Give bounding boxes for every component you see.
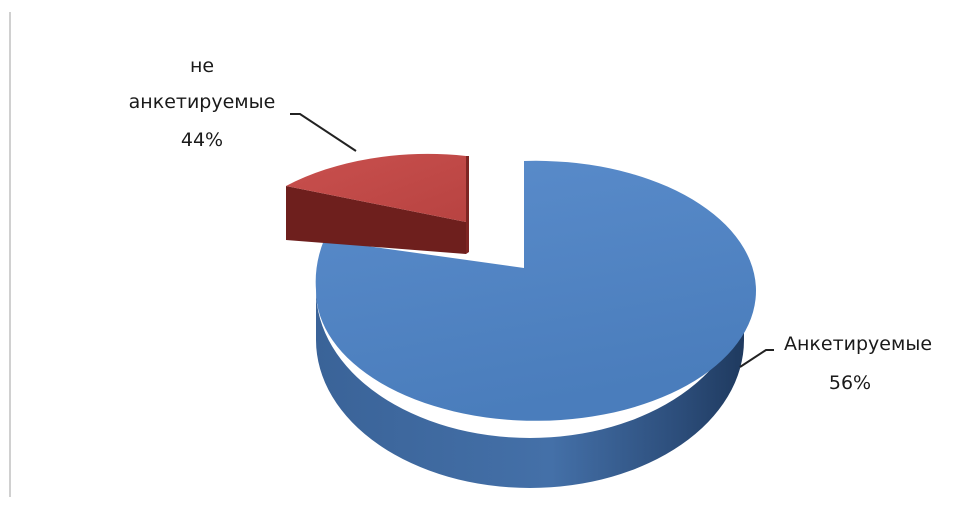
label-ne-anketiruemye: не анкетируемые 44%	[129, 55, 357, 152]
slice-ne-anketiruemye-cut-wall	[286, 186, 466, 254]
leader-line-ne-anketiruemye	[290, 113, 357, 152]
label-anketiruemye: Анкетируемые 56%	[739, 333, 932, 394]
label-ne-anketiruemye-line1: не	[190, 55, 214, 77]
slice-ne-anketiruemye-top	[286, 153, 466, 222]
slice-anketiruemye-top	[315, 160, 756, 421]
label-anketiruemye-percent: 56%	[829, 372, 871, 394]
slice-ne-anketiruemye	[286, 153, 469, 254]
slice-anketiruemye	[315, 160, 756, 488]
slice-anketiruemye-side	[316, 290, 744, 488]
label-ne-anketiruemye-percent: 44%	[181, 129, 223, 151]
slice-ne-anketiruemye-side	[466, 156, 469, 254]
chart-frame-edge	[9, 12, 11, 497]
label-anketiruemye-line1: Анкетируемые	[784, 333, 932, 355]
leader-line-anketiruemye	[739, 349, 774, 368]
label-ne-anketiruemye-line2: анкетируемые	[129, 91, 276, 113]
